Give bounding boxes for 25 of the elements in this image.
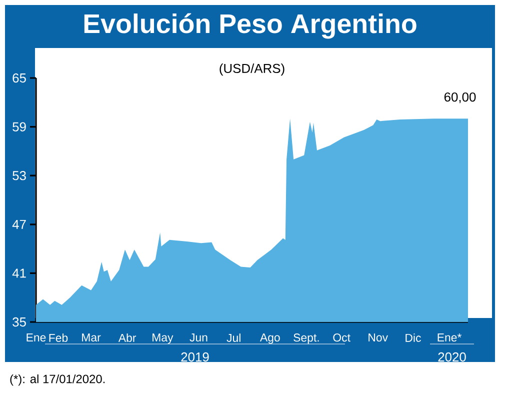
y-tick-label: 59 (12, 122, 26, 132)
y-tick-label: 47 (12, 220, 26, 229)
data-label: 60,00 (444, 92, 476, 104)
x-tick-label: Mar (82, 334, 101, 342)
y-tick-label: 65 (12, 73, 26, 83)
x-tick-label: Oct (333, 334, 350, 342)
x-tick-label: Abr (118, 334, 136, 342)
x-tick-label: Ago (260, 334, 280, 344)
y-tick-label: 35 (12, 317, 26, 327)
text: (*): al 17/01/2020. (10, 374, 105, 386)
chart-title: Evolución Peso Argentino (84, 13, 416, 39)
x-tick-label: Ene* (438, 334, 462, 342)
x-tick-label: Feb (49, 334, 68, 342)
x-tick-label: Jun (190, 334, 208, 342)
x-tick-label: Nov (368, 334, 388, 342)
x-tick-label: Jul (226, 334, 240, 342)
x-tick-label: Dic (406, 334, 421, 342)
y-tick-label: 53 (12, 171, 26, 180)
x-tick-label: Ene (26, 334, 46, 342)
text: 2020 (438, 352, 466, 362)
x-tick-label: Sept. (294, 334, 319, 344)
x-tick-label: May (152, 334, 174, 344)
chart-subtitle: (USD/ARS) (220, 64, 284, 76)
y-tick-label: 41 (12, 268, 26, 278)
text: 2019 (181, 352, 209, 362)
